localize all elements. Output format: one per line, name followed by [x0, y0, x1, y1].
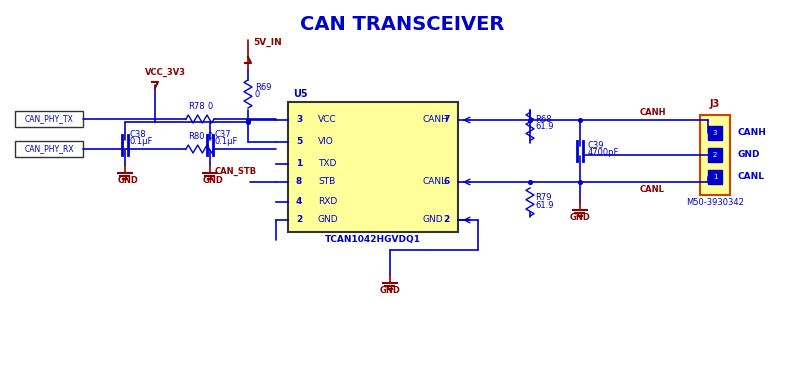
- Text: 7: 7: [443, 116, 450, 125]
- Text: 1: 1: [712, 174, 716, 180]
- Text: VIO: VIO: [318, 138, 333, 147]
- Text: 8: 8: [296, 177, 302, 187]
- Bar: [707, 126, 721, 140]
- Bar: [707, 170, 721, 184]
- Text: VCC: VCC: [318, 116, 336, 125]
- Text: 2: 2: [443, 215, 450, 225]
- Text: 0: 0: [208, 132, 213, 141]
- Text: 4700pF: 4700pF: [587, 148, 618, 157]
- Text: STB: STB: [318, 177, 335, 187]
- Text: 61.9: 61.9: [534, 122, 552, 131]
- Text: GND: GND: [422, 215, 443, 225]
- Text: CAN_STB: CAN_STB: [214, 167, 257, 176]
- Text: GND: GND: [380, 286, 401, 295]
- Text: GND: GND: [118, 176, 139, 185]
- Text: CAN_PHY_TX: CAN_PHY_TX: [25, 114, 73, 124]
- Text: 2: 2: [712, 152, 716, 158]
- Text: 3: 3: [296, 116, 302, 125]
- Text: 0.1μF: 0.1μF: [130, 137, 153, 146]
- Text: 1: 1: [296, 160, 302, 168]
- Text: CANL: CANL: [422, 177, 446, 187]
- Text: CANH: CANH: [422, 116, 448, 125]
- Text: 0: 0: [208, 102, 213, 111]
- Text: GND: GND: [318, 215, 338, 225]
- Text: 5: 5: [296, 138, 302, 147]
- Text: C39: C39: [587, 141, 604, 150]
- Text: 4: 4: [296, 198, 302, 206]
- Text: J3: J3: [709, 99, 719, 109]
- Text: TCAN1042HGVDQ1: TCAN1042HGVDQ1: [324, 235, 421, 244]
- Text: 61.9: 61.9: [534, 201, 552, 210]
- Bar: [699, 115, 729, 195]
- Text: R78: R78: [188, 102, 205, 111]
- Bar: [15, 141, 83, 157]
- Text: GND: GND: [737, 150, 760, 160]
- Text: CANH: CANH: [737, 128, 766, 138]
- Bar: [707, 148, 721, 162]
- Text: 2: 2: [296, 215, 302, 225]
- Text: GND: GND: [569, 213, 590, 222]
- Text: 3: 3: [712, 130, 716, 136]
- Text: R68: R68: [534, 114, 551, 124]
- Bar: [287, 102, 458, 232]
- Text: CANL: CANL: [737, 173, 764, 182]
- Bar: [15, 111, 83, 127]
- Text: U5: U5: [292, 89, 308, 99]
- Text: RXD: RXD: [318, 198, 336, 206]
- Text: R79: R79: [534, 193, 551, 202]
- Text: CANH: CANH: [639, 108, 666, 117]
- Text: M50-3930342: M50-3930342: [685, 198, 743, 207]
- Text: 0: 0: [255, 90, 260, 99]
- Text: 5V_IN: 5V_IN: [253, 38, 281, 47]
- Text: CAN TRANSCEIVER: CAN TRANSCEIVER: [300, 16, 503, 35]
- Text: C38: C38: [130, 130, 146, 139]
- Text: CANL: CANL: [639, 185, 664, 194]
- Text: TXD: TXD: [318, 160, 336, 168]
- Text: R80: R80: [188, 132, 204, 141]
- Text: 6: 6: [443, 177, 450, 187]
- Text: GND: GND: [202, 176, 223, 185]
- Text: C37: C37: [214, 130, 231, 139]
- Text: 0.1μF: 0.1μF: [214, 137, 238, 146]
- Text: VCC_3V3: VCC_3V3: [145, 68, 185, 77]
- Text: R69: R69: [255, 83, 271, 92]
- Text: CAN_PHY_RX: CAN_PHY_RX: [24, 144, 74, 154]
